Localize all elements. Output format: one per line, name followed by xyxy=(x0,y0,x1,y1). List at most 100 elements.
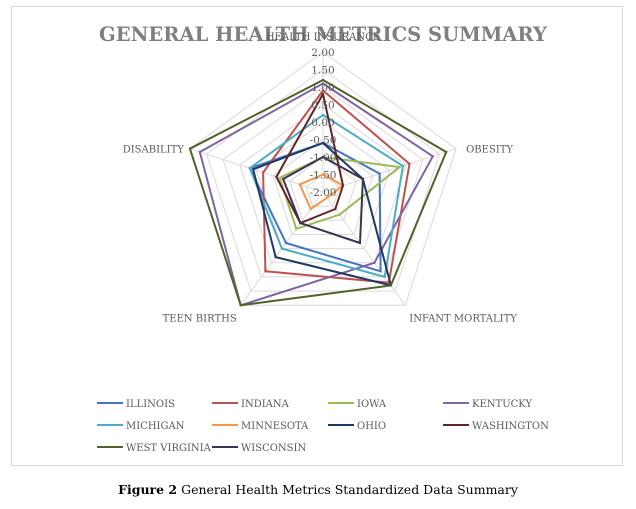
legend-item: WISCONSIN xyxy=(212,443,306,454)
data-point xyxy=(321,173,325,176)
series-line xyxy=(188,79,448,307)
chart-title: GENERAL HEALTH METRICS SUMMARY xyxy=(99,23,548,46)
legend-item: ILLINOIS xyxy=(97,399,175,410)
data-point xyxy=(389,284,393,287)
data-point xyxy=(383,275,386,279)
series-line xyxy=(248,114,404,278)
series-line xyxy=(282,156,364,244)
data-point xyxy=(321,113,325,117)
axis-label: INFANT MORTALITY xyxy=(409,313,517,324)
chart-legend: ILLINOIS INDIANA IOWA KENTUCKY MICHIGAN MINNE… xyxy=(97,399,549,454)
data-point xyxy=(321,82,325,85)
data-point xyxy=(373,261,376,264)
series-line xyxy=(298,173,344,210)
legend-item: MINNESOTA xyxy=(212,421,309,432)
data-point xyxy=(280,247,284,250)
data-point xyxy=(295,227,298,230)
legend-item: INDIANA xyxy=(212,399,290,410)
grid-ring xyxy=(205,68,441,292)
data-point xyxy=(358,241,362,245)
series-wisconsin xyxy=(281,155,365,245)
tick-label: -0.50 xyxy=(310,135,337,147)
data-point xyxy=(338,213,341,216)
data-point xyxy=(431,155,434,158)
series-line xyxy=(252,142,392,287)
legend-label: WASHINGTON xyxy=(472,421,549,432)
series-line xyxy=(248,142,382,273)
data-point xyxy=(251,168,255,171)
data-point xyxy=(321,141,325,145)
data-point xyxy=(275,175,278,179)
data-point xyxy=(281,177,285,181)
legend-item: IOWA xyxy=(328,399,387,410)
data-point xyxy=(261,171,265,174)
axis-label: OBESITY xyxy=(466,145,513,156)
radar-chart: GENERAL HEALTH METRICS SUMMARY 2.00 1.50 1… xyxy=(97,23,549,454)
legend-item: KENTUCKY xyxy=(443,399,532,410)
data-point xyxy=(278,176,281,180)
series-line xyxy=(198,82,434,307)
series-line xyxy=(275,93,344,225)
grid-ring xyxy=(239,103,407,264)
data-point xyxy=(264,270,267,273)
data-point xyxy=(274,255,277,259)
series-west-virginia xyxy=(188,78,448,307)
legend-label: ILLINOIS xyxy=(126,399,175,410)
data-point xyxy=(341,184,345,187)
data-point xyxy=(379,270,382,273)
legend-label: IOWA xyxy=(357,399,387,410)
figure-caption: Figure 2 General Health Metrics Standard… xyxy=(0,482,636,497)
data-point xyxy=(321,78,325,82)
data-point xyxy=(361,177,365,181)
data-point xyxy=(398,165,401,169)
legend-item: WEST VIRGINIA xyxy=(97,443,212,454)
data-point xyxy=(325,196,329,199)
series-iowa xyxy=(278,155,401,230)
legend-label: MICHIGAN xyxy=(126,421,185,432)
data-point xyxy=(198,150,201,154)
legend-label: KENTUCKY xyxy=(472,399,532,410)
data-point xyxy=(321,155,325,159)
legend-label: MINNESOTA xyxy=(241,421,309,432)
data-point xyxy=(309,207,312,211)
legend-item: MICHIGAN xyxy=(97,421,185,432)
data-point xyxy=(401,164,405,168)
data-point xyxy=(378,172,381,175)
tick-label: -1.50 xyxy=(310,170,337,182)
radar-tick-labels: 2.00 1.50 1.00 0.50 0.00 -0.50 -1.00 -1.50 -2.00 xyxy=(310,47,337,199)
legend-label: WEST VIRGINIA xyxy=(126,443,212,454)
chart-frame: GENERAL HEALTH METRICS SUMMARY 2.00 1.50 1… xyxy=(11,6,623,466)
data-point xyxy=(321,89,325,92)
data-point xyxy=(445,150,448,154)
tick-label: -2.00 xyxy=(310,187,337,199)
data-point xyxy=(239,304,242,307)
data-point xyxy=(248,167,251,170)
legend-label: OHIO xyxy=(357,421,386,432)
axis-label: TEEN BIRTHS xyxy=(163,313,237,324)
series-michigan xyxy=(248,113,405,279)
tick-label: 1.50 xyxy=(311,65,334,77)
series-line xyxy=(278,156,401,230)
grid-spoke xyxy=(322,191,406,306)
data-point xyxy=(188,147,192,150)
tick-label: -1.00 xyxy=(310,152,337,164)
legend-item: WASHINGTON xyxy=(443,421,549,432)
legend-label: WISCONSIN xyxy=(241,443,306,454)
data-point xyxy=(298,183,301,186)
grid-ring xyxy=(189,51,457,306)
figure-caption-text: General Health Metrics Standardized Data… xyxy=(177,482,518,497)
radar-axis-labels: HEALTH INSURANCE OBESITY INFANT MORTALITY T… xyxy=(123,32,518,324)
grid-ring xyxy=(305,173,341,207)
data-point xyxy=(321,92,325,96)
tick-label: 0.50 xyxy=(311,100,334,112)
data-point xyxy=(284,241,288,245)
data-point xyxy=(299,221,302,225)
axis-label: DISABILITY xyxy=(123,145,185,156)
legend-item: OHIO xyxy=(328,421,386,432)
tick-label: 1.00 xyxy=(311,82,334,94)
axis-label: HEALTH INSURANCE xyxy=(266,32,380,43)
tick-label: 2.00 xyxy=(311,47,334,59)
data-point xyxy=(408,162,411,166)
radar-series-group xyxy=(188,78,448,307)
legend-label: INDIANA xyxy=(241,399,290,410)
